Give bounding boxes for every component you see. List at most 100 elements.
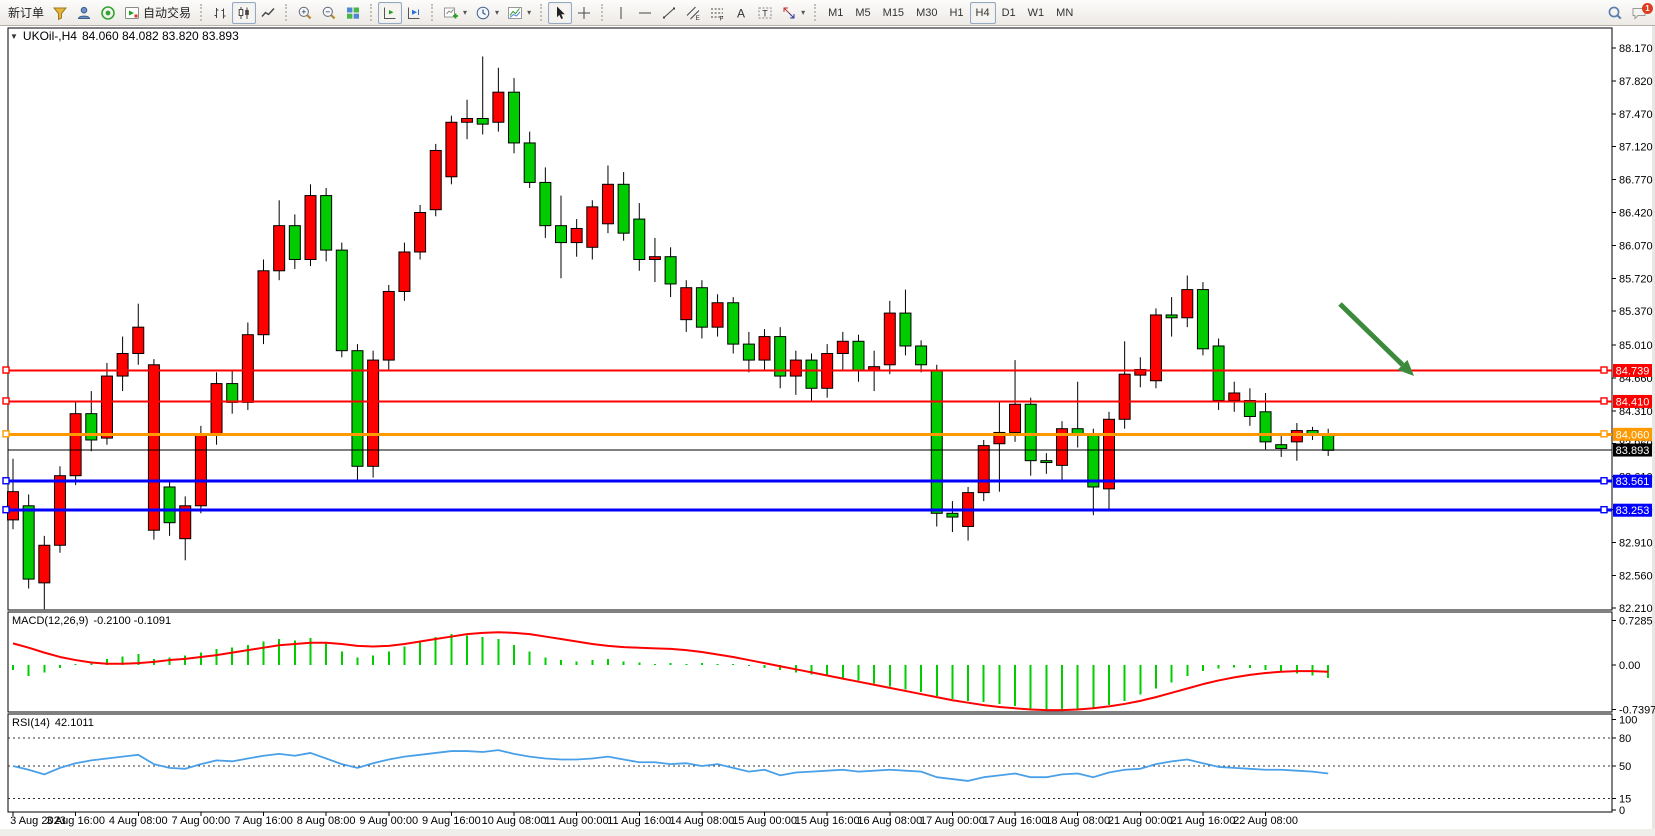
cursor-button[interactable] <box>548 1 573 24</box>
line-handle[interactable] <box>1600 430 1608 438</box>
price-tick-label: 87.120 <box>1619 142 1653 154</box>
price-tick-label: 85.720 <box>1619 273 1653 285</box>
auto-scroll-button[interactable] <box>378 1 403 24</box>
candle-body <box>1118 373 1131 420</box>
time-tick-label: 3 Aug 2023 <box>10 815 66 827</box>
candle-body <box>179 505 192 540</box>
zoom-out-button[interactable] <box>317 2 341 24</box>
chevron-down-icon[interactable]: ▾ <box>801 8 806 17</box>
candle-body <box>508 91 521 144</box>
periods-button[interactable]: ▾ <box>471 2 503 24</box>
vertical-line-button[interactable] <box>609 2 633 24</box>
chart-shift-button[interactable] <box>402 2 426 24</box>
chart-window-button[interactable] <box>48 2 72 24</box>
candle-body <box>789 359 802 377</box>
bar-chart-button[interactable] <box>208 2 232 24</box>
main-toolbar: 新订单 自动交易 ▾ ▾ ▾ E F A T ▾ M1 M5 M15 M30 H1 H4 D1 W1 MN 1 <box>0 0 1655 26</box>
tf-m15-button[interactable]: M15 <box>877 2 910 24</box>
candle-body <box>116 353 129 377</box>
time-tick-label: 11 Aug 00:00 <box>545 815 609 827</box>
chevron-down-icon[interactable]: ▾ <box>495 8 500 17</box>
candle-body <box>930 369 943 514</box>
level-line-84.410[interactable]: 84.410 <box>2 394 1652 409</box>
arrows-button[interactable]: ▾ <box>777 2 809 24</box>
tf-m30-button-label: M30 <box>916 6 938 19</box>
tf-d1-button[interactable]: D1 <box>996 2 1022 24</box>
price-label-box <box>1613 474 1652 488</box>
candle-body <box>147 364 160 531</box>
radio-icon <box>100 5 116 21</box>
tile-windows-button[interactable] <box>341 2 365 24</box>
candle-body <box>695 287 708 328</box>
text-label-button[interactable]: T <box>753 2 777 24</box>
candle-body <box>836 340 849 354</box>
rsi-values: 42.1011 <box>54 717 94 729</box>
chart-menu-icon[interactable]: ▼ <box>10 31 18 41</box>
candle-body <box>1009 403 1022 433</box>
arrow-annotation[interactable] <box>1338 302 1414 376</box>
line-handle[interactable] <box>2 366 10 374</box>
chevron-down-icon[interactable]: ▾ <box>463 8 468 17</box>
level-line-83.561[interactable]: 83.561 <box>2 474 1652 489</box>
autoscroll-icon <box>382 5 398 21</box>
candle-body <box>7 491 19 521</box>
market-depth-button[interactable] <box>96 2 120 24</box>
templates-button[interactable]: ▾ <box>503 2 535 24</box>
candle-body <box>774 336 787 377</box>
chart-canvas[interactable]: 88.170 87.820 87.470 87.120 86.770 86.420 86.0… <box>0 26 1655 836</box>
tf-m1-button[interactable]: M1 <box>822 2 849 24</box>
time-tick-label: 11 Aug 16:00 <box>607 815 671 827</box>
equidistant-channel-button[interactable]: E <box>681 2 705 24</box>
line-handle[interactable] <box>2 505 10 514</box>
tf-m30-button[interactable]: M30 <box>910 2 943 24</box>
auto-trading-button[interactable]: 自动交易 <box>120 2 195 24</box>
chevron-down-icon[interactable]: ▾ <box>527 8 532 17</box>
trendline-button[interactable] <box>657 2 681 24</box>
tf-h1-button[interactable]: H1 <box>943 2 969 24</box>
search-button[interactable] <box>1603 2 1627 24</box>
tf-h4-button[interactable]: H4 <box>969 1 996 24</box>
candle-body <box>946 512 959 518</box>
template-icon <box>507 5 523 21</box>
candle-body <box>633 218 646 260</box>
tf-w1-button[interactable]: W1 <box>1022 2 1051 24</box>
price-pane[interactable] <box>7 27 1613 611</box>
rsi-axis-label: 15 <box>1619 794 1631 806</box>
linechart-icon <box>260 5 276 21</box>
price-label-box <box>1613 364 1652 378</box>
line-handle[interactable] <box>1600 397 1608 405</box>
candle-body <box>320 195 333 251</box>
line-chart-button[interactable] <box>256 2 280 24</box>
zoom-in-button[interactable] <box>293 2 317 24</box>
tf-m5-button[interactable]: M5 <box>849 2 876 24</box>
candles-icon <box>236 5 252 21</box>
fibonacci-button[interactable]: F <box>705 2 729 24</box>
line-handle[interactable] <box>2 477 10 485</box>
macd-pane[interactable] <box>7 611 1613 713</box>
line-handle[interactable] <box>1600 505 1608 514</box>
rsi-pane[interactable] <box>7 713 1613 813</box>
candlestick-chart-button[interactable] <box>232 1 257 24</box>
line-handle[interactable] <box>1600 477 1608 485</box>
new-order-button-label: 新订单 <box>8 6 45 20</box>
level-line-83.253[interactable]: 83.253 <box>2 503 1652 518</box>
tf-mn-button[interactable]: MN <box>1050 2 1079 24</box>
current-price-line[interactable]: 83.893 <box>8 443 1652 458</box>
price-label-text: 84.739 <box>1616 366 1650 378</box>
indicators-button[interactable]: ▾ <box>439 2 471 24</box>
line-handle[interactable] <box>2 430 10 438</box>
level-line-84.739[interactable]: 84.739 <box>2 364 1652 378</box>
line-handle[interactable] <box>2 397 10 405</box>
toolbar-separator <box>814 4 817 21</box>
line-handle[interactable] <box>1600 366 1608 374</box>
price-tick-label: 82.910 <box>1619 537 1653 549</box>
crosshair-button[interactable] <box>572 2 596 24</box>
metaeditor-button[interactable] <box>72 2 96 24</box>
text-button[interactable]: A <box>729 2 753 24</box>
horizontal-line-button[interactable] <box>633 2 657 24</box>
candle-body <box>257 270 270 336</box>
new-order-button[interactable]: 新订单 <box>4 2 48 24</box>
chat-button[interactable]: 1 <box>1627 2 1653 24</box>
level-line-84.060[interactable]: 84.060 <box>2 427 1652 442</box>
